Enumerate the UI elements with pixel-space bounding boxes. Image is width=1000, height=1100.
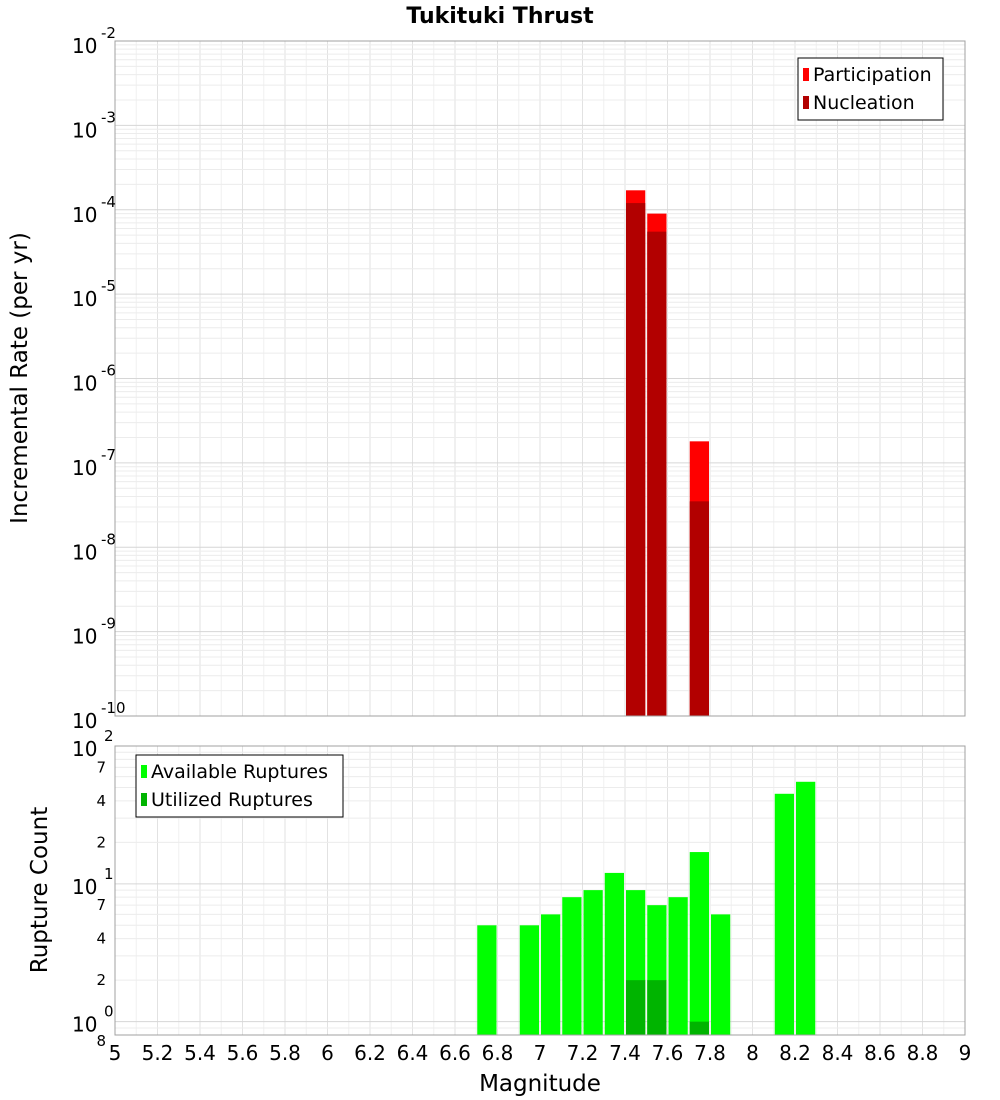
y-tick-exponent: -3 xyxy=(101,108,116,126)
y-minor-tick-label: 4 xyxy=(96,792,106,810)
x-tick-label: 6.4 xyxy=(397,1041,429,1065)
chart-title: Tukituki Thrust xyxy=(406,4,594,29)
x-tick-label: 8 xyxy=(746,1041,759,1065)
x-tick-label: 6.8 xyxy=(482,1041,514,1065)
y-tick-exponent: 1 xyxy=(104,865,114,883)
x-tick-label: 7.8 xyxy=(694,1041,726,1065)
x-tick-label: 8.4 xyxy=(822,1041,854,1065)
x-tick-label: 7.4 xyxy=(609,1041,641,1065)
nucleation-bar xyxy=(647,231,667,716)
y-axis-label-rate: Incremental Rate (per yr) xyxy=(7,232,33,524)
y-tick-label: 10 xyxy=(72,875,97,899)
nucleation-bar xyxy=(626,203,646,716)
y-minor-tick-label: 4 xyxy=(96,930,106,948)
available-ruptures-legend-swatch xyxy=(141,765,147,778)
y-tick-label: 10 xyxy=(72,540,97,564)
x-tick-label: 7.6 xyxy=(652,1041,684,1065)
available-ruptures-bar xyxy=(604,872,624,1035)
y-tick-exponent: -8 xyxy=(101,530,116,548)
x-tick-label: 5.2 xyxy=(142,1041,174,1065)
y-tick-exponent: -6 xyxy=(101,362,116,380)
x-tick-label: 5.8 xyxy=(269,1041,301,1065)
legend-box xyxy=(135,754,344,818)
legend-box xyxy=(797,57,944,121)
participation-legend-label: Participation xyxy=(813,64,932,86)
x-tick-label: 8.2 xyxy=(779,1041,811,1065)
x-axis-label: Magnitude xyxy=(479,1071,601,1097)
x-tick-label: 6.2 xyxy=(354,1041,386,1065)
x-tick-label: 9 xyxy=(959,1041,972,1065)
x-tick-label: 5.4 xyxy=(184,1041,216,1065)
available-ruptures-bar xyxy=(519,925,539,1035)
y-minor-tick-label: 7 xyxy=(96,896,106,914)
y-tick-label: 10 xyxy=(72,372,97,396)
y-tick-label: 10 xyxy=(72,34,97,58)
y-tick-exponent: -9 xyxy=(101,615,116,633)
y-minor-tick-label: 7 xyxy=(96,758,106,776)
available-ruptures-bar xyxy=(774,793,794,1035)
rate-plot: 10-210-310-410-510-610-710-810-910-10Par… xyxy=(72,24,966,733)
y-tick-label: 10 xyxy=(72,456,97,480)
x-tick-label: 6 xyxy=(321,1041,334,1065)
available-ruptures-bar xyxy=(541,914,561,1035)
y-tick-label: 10 xyxy=(72,625,97,649)
x-tick-label: 5 xyxy=(109,1041,122,1065)
plot-frame xyxy=(114,40,966,717)
utilized-ruptures-bar xyxy=(689,1021,709,1035)
y-axis-label-count: Rupture Count xyxy=(27,807,53,973)
x-tick-label: 8.6 xyxy=(864,1041,896,1065)
available-ruptures-bar xyxy=(689,852,709,1035)
x-tick-label: 7.2 xyxy=(567,1041,599,1065)
y-tick-label: 10 xyxy=(72,1013,97,1037)
plot-frame xyxy=(114,745,966,1036)
utilized-ruptures-bar xyxy=(626,980,646,1035)
y-minor-tick-label: 2 xyxy=(96,971,106,989)
x-tick-label: 5.6 xyxy=(227,1041,259,1065)
available-ruptures-bar xyxy=(796,781,816,1035)
y-minor-tick-label: 2 xyxy=(96,833,106,851)
count-plot: 10 2 10 1 10 0 7 4 2 7 4 2 8 Available Ruptures Utiliz… xyxy=(72,727,971,1065)
nucleation-legend-label: Nucleation xyxy=(813,92,915,114)
nucleation-legend-swatch xyxy=(803,96,809,109)
participation-legend-swatch xyxy=(803,68,809,81)
y-tick-label: 10 xyxy=(72,737,97,761)
y-tick-exponent: 2 xyxy=(104,727,114,745)
available-ruptures-bar xyxy=(477,925,497,1035)
y-tick-label: 10 xyxy=(72,203,97,227)
y-tick-exponent: -4 xyxy=(101,193,116,211)
available-ruptures-bar xyxy=(583,890,603,1035)
utilized-ruptures-bar xyxy=(647,980,667,1035)
y-tick-exponent: -7 xyxy=(101,446,116,464)
x-tick-label: 7 xyxy=(534,1041,547,1065)
utilized-ruptures-legend-label: Utilized Ruptures xyxy=(151,789,313,811)
y-tick-exponent: -2 xyxy=(101,24,116,42)
utilized-ruptures-legend-swatch xyxy=(141,793,147,806)
available-ruptures-bar xyxy=(711,914,731,1035)
x-tick-label: 6.6 xyxy=(439,1041,471,1065)
nucleation-bar xyxy=(689,501,709,716)
y-tick-exponent: -10 xyxy=(101,699,126,717)
y-tick-label: 10 xyxy=(72,709,97,733)
available-ruptures-bar xyxy=(668,897,688,1035)
y-tick-exponent: 0 xyxy=(104,1003,114,1021)
y-tick-exponent: -5 xyxy=(101,277,116,295)
y-tick-label: 10 xyxy=(72,118,97,142)
y-tick-label: 10 xyxy=(72,287,97,311)
y-minor-tick-label: 8 xyxy=(96,1032,106,1050)
available-ruptures-bar xyxy=(562,897,582,1035)
available-ruptures-legend-label: Available Ruptures xyxy=(151,761,328,783)
x-tick-label: 8.8 xyxy=(907,1041,939,1065)
